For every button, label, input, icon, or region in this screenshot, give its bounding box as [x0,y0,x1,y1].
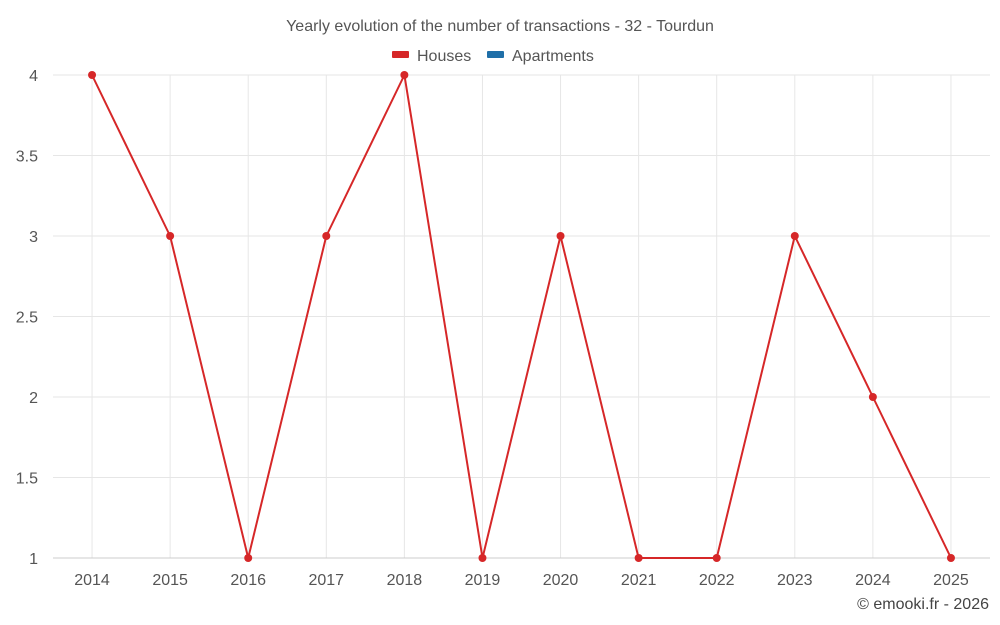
legend: Houses Apartments [392,48,594,65]
data-point[interactable] [868,393,877,401]
series-line-houses [91,74,952,559]
y-tick-label: 3.5 [16,149,38,166]
x-tick-label: 2022 [699,572,735,589]
data-point[interactable] [790,232,799,240]
y-tick-label: 1.5 [16,471,38,488]
x-tick-label: 2015 [152,572,188,589]
data-point[interactable] [244,554,253,562]
data-point[interactable] [88,71,97,79]
data-point[interactable] [400,71,409,79]
y-tick-label: 1 [29,551,38,568]
grid [53,74,990,558]
legend-label-houses: Houses [417,48,471,65]
y-tick-label: 4 [29,68,38,85]
y-tick-label: 2.5 [16,310,38,327]
chart-title: Yearly evolution of the number of transa… [286,18,714,35]
data-point[interactable] [946,554,955,562]
y-tick-label: 2 [29,390,38,407]
data-point[interactable] [634,554,643,562]
credit: © emooki.fr - 2026 [857,596,989,613]
x-tick-label: 2025 [933,572,969,589]
x-tick-label: 2018 [387,572,423,589]
series-houses [88,71,955,562]
data-point[interactable] [322,232,331,240]
x-tick-label: 2021 [621,572,657,589]
legend-item-houses[interactable]: Houses [392,48,471,65]
legend-item-apartments[interactable]: Apartments [487,48,594,65]
y-tick-label: 3 [29,229,38,246]
data-point[interactable] [712,554,721,562]
x-tick-label: 2023 [777,572,813,589]
data-point[interactable] [556,232,565,240]
x-tick-label: 2016 [230,572,266,589]
legend-label-apartments: Apartments [512,48,594,65]
x-tick-label: 2017 [308,572,344,589]
y-axis-ticks: 1 1.5 2 2.5 3 3.5 4 [16,68,38,568]
data-point[interactable] [166,232,175,240]
legend-swatch-apartments [487,51,504,58]
x-tick-label: 2014 [74,572,110,589]
x-tick-label: 2020 [543,572,579,589]
x-tick-label: 2019 [465,572,501,589]
x-axis-ticks: 2014 2015 2016 2017 2018 2019 2020 2021 2022 2023… [74,572,969,589]
data-point[interactable] [478,554,487,562]
legend-swatch-houses [392,51,409,58]
x-tick-label: 2024 [855,572,891,589]
